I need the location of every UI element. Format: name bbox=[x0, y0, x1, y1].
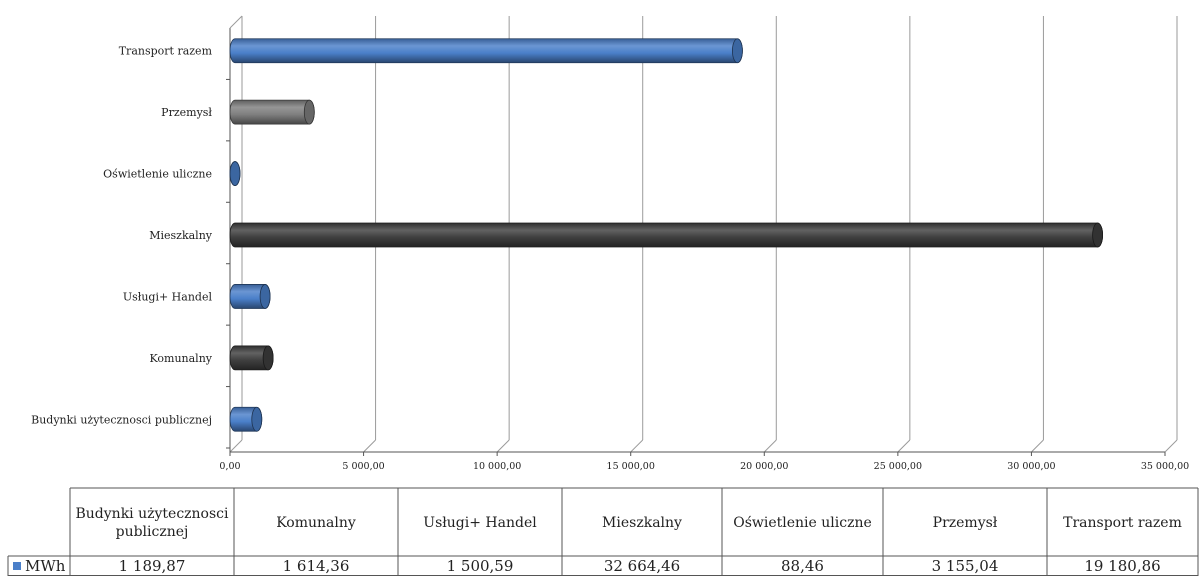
legend-swatch bbox=[13, 562, 21, 570]
floor-gridline bbox=[897, 439, 911, 453]
bar-cap bbox=[229, 161, 241, 186]
table-value: 88,46 bbox=[781, 557, 824, 575]
bar-cap bbox=[251, 406, 263, 432]
table-value: 3 155,04 bbox=[932, 557, 999, 575]
table-header: Usługi+ Handel bbox=[423, 515, 537, 531]
data-table: Budynki użytecznosci publicznej 1 189,87 Ko… bbox=[7, 487, 1199, 576]
x-tick-label: 20 000,00 bbox=[740, 461, 788, 472]
category-label: Komunalny bbox=[149, 352, 212, 365]
table-value: 1 189,87 bbox=[119, 557, 186, 575]
bar-cap bbox=[732, 38, 743, 64]
floor-gridline bbox=[496, 439, 510, 453]
category-label: Mieszkalny bbox=[149, 229, 213, 242]
table-header: Budynki użytecznosci publicznej bbox=[76, 506, 230, 540]
bar-cap bbox=[262, 345, 274, 371]
bar-cap bbox=[303, 99, 315, 125]
table-value: 1 500,59 bbox=[447, 557, 514, 575]
x-tick-label: 0,00 bbox=[219, 461, 240, 472]
table-header: Oświetlenie uliczne bbox=[733, 515, 872, 531]
category-label: Usługi+ Handel bbox=[123, 290, 213, 303]
category-label: Przemysł bbox=[161, 106, 212, 119]
floor-gridline bbox=[630, 439, 644, 453]
x-tick-label: 15 000,00 bbox=[607, 461, 655, 472]
category-label: Transport razem bbox=[119, 45, 213, 58]
floor-gridline bbox=[363, 439, 376, 453]
category-label: Budynki użytecznosci publicznej bbox=[31, 413, 212, 426]
legend-label: MWh bbox=[25, 557, 66, 575]
bar-cap bbox=[1092, 222, 1104, 248]
x-tick-label: 30 000,00 bbox=[1007, 461, 1055, 472]
category-labels: Budynki użytecznosci publicznej Komunalny… bbox=[31, 45, 213, 427]
table-header: Mieszkalny bbox=[602, 515, 682, 531]
floor-gridline bbox=[763, 439, 777, 453]
x-tick-label: 25 000,00 bbox=[874, 461, 922, 472]
table-header: Przemysł bbox=[933, 515, 998, 531]
floor-gridline bbox=[229, 439, 243, 453]
bars bbox=[229, 38, 1104, 432]
floor-gridline bbox=[1164, 439, 1178, 453]
x-tick-labels: 0,00 5 000,00 10 000,00 15 000,00 20 000,00 2… bbox=[219, 461, 1189, 472]
floor-gridline bbox=[1031, 439, 1044, 453]
category-label: Oświetlenie uliczne bbox=[103, 168, 212, 181]
x-tick-label: 10 000,00 bbox=[473, 461, 521, 472]
wall-edge bbox=[229, 15, 243, 29]
table-value: 1 614,36 bbox=[283, 557, 350, 575]
bar bbox=[229, 38, 743, 64]
bar bbox=[229, 222, 1104, 248]
table-header: Transport razem bbox=[1063, 515, 1182, 531]
bar bbox=[229, 99, 315, 125]
bar-cap bbox=[259, 284, 271, 309]
table-value: 32 664,46 bbox=[604, 557, 680, 575]
x-tick-label: 35 000,00 bbox=[1141, 461, 1189, 472]
table-value: 19 180,86 bbox=[1084, 557, 1160, 575]
table-header: Komunalny bbox=[276, 515, 356, 531]
x-tick-label: 5 000,00 bbox=[342, 461, 384, 472]
